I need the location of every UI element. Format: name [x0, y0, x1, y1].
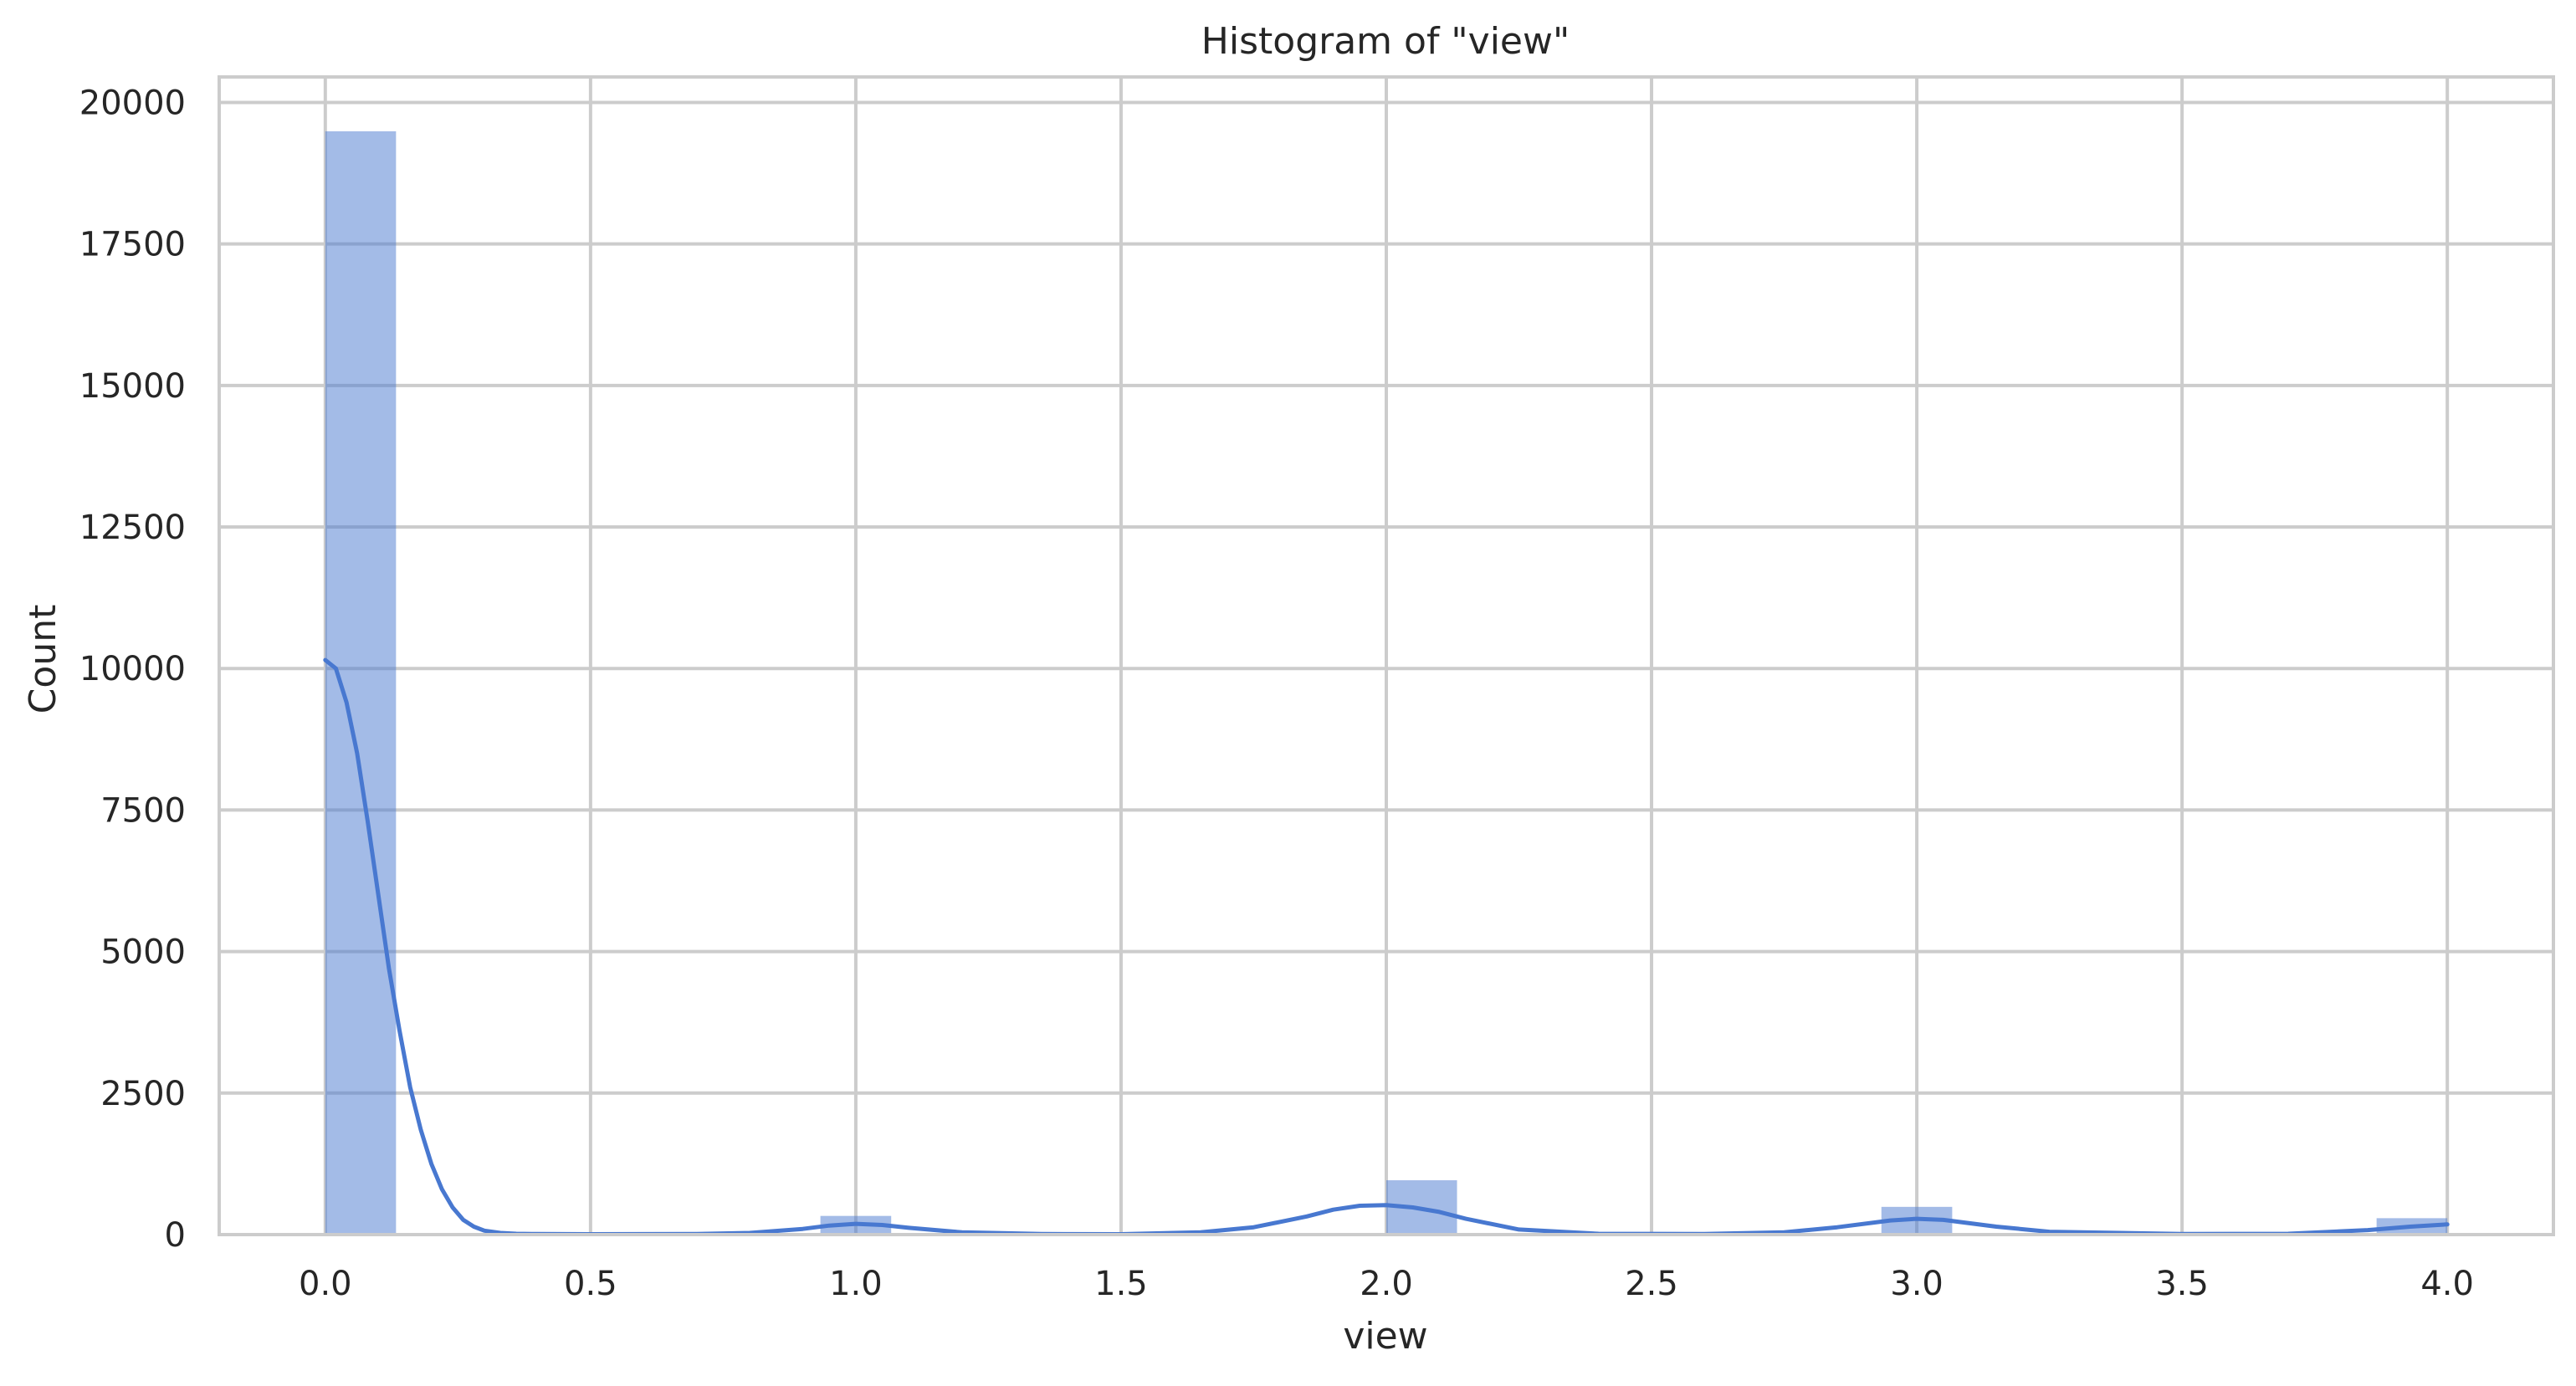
y-tick-label: 0 [165, 1216, 186, 1255]
y-tick-labels: 0 2500 5000 7500 10000 12500 15000 17500 20000 [79, 84, 186, 1255]
y-tick-label: 15000 [79, 367, 186, 406]
x-tick-label: 3.5 [2155, 1265, 2209, 1303]
y-tick-label: 7500 [100, 791, 186, 830]
y-tick-label: 10000 [79, 650, 186, 688]
y-axis-title: Count [22, 605, 64, 714]
x-tick-label: 1.0 [829, 1265, 883, 1303]
plot-frame [218, 75, 2555, 1236]
grid-layer [219, 77, 2553, 1236]
x-tick-labels: 0.0 0.5 1.0 1.5 2.0 2.5 3.0 3.5 4.0 [299, 1265, 2474, 1303]
x-tick-label: 4.0 [2420, 1265, 2474, 1303]
x-tick-label: 0.5 [564, 1265, 617, 1303]
bars-layer [325, 130, 2448, 1235]
x-tick-label: 3.0 [1890, 1265, 1944, 1303]
y-tick-label: 2500 [100, 1075, 186, 1113]
y-tick-label: 12500 [79, 509, 186, 547]
kde-curve [323, 657, 2450, 1236]
histogram-bar [325, 130, 397, 1235]
x-tick-label: 2.5 [1625, 1265, 1678, 1303]
x-tick-label: 2.0 [1360, 1265, 1413, 1303]
y-tick-label: 17500 [79, 226, 186, 264]
chart-title: Histogram of "view" [1201, 20, 1570, 63]
x-axis-title: view [1343, 1315, 1427, 1358]
kde-layer [323, 657, 2450, 1236]
x-tick-label: 0.0 [299, 1265, 352, 1303]
x-tick-label: 1.5 [1094, 1265, 1148, 1303]
y-tick-label: 5000 [100, 933, 186, 972]
y-tick-label: 20000 [79, 84, 186, 122]
